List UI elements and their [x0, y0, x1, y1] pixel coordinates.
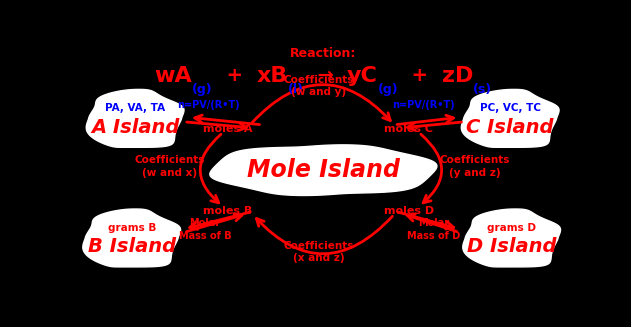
Text: yC: yC — [347, 66, 378, 86]
Text: Molar
Mass of B: Molar Mass of B — [179, 218, 232, 241]
Text: moles A: moles A — [203, 124, 253, 134]
Text: moles C: moles C — [384, 124, 433, 134]
Text: →: → — [304, 66, 347, 85]
Text: grams B: grams B — [107, 223, 156, 233]
Text: xB: xB — [256, 66, 288, 86]
Text: n=PV/(R•T): n=PV/(R•T) — [177, 100, 240, 110]
Text: Mole Island: Mole Island — [247, 158, 400, 182]
Polygon shape — [463, 209, 560, 267]
Text: Coefficients
(x and z): Coefficients (x and z) — [283, 241, 354, 263]
Text: D Island: D Island — [467, 237, 557, 256]
Text: +: + — [398, 66, 442, 85]
Text: moles B: moles B — [203, 206, 252, 216]
Text: n=PV/(R•T): n=PV/(R•T) — [392, 100, 455, 110]
Text: Coefficients
(w and y): Coefficients (w and y) — [283, 75, 354, 97]
Text: moles D: moles D — [384, 206, 434, 216]
Polygon shape — [210, 145, 437, 196]
Text: +: + — [213, 66, 256, 85]
Text: grams D: grams D — [487, 223, 536, 233]
Polygon shape — [83, 209, 180, 267]
Text: Molar
Mass of D: Molar Mass of D — [407, 218, 460, 241]
Polygon shape — [86, 89, 184, 147]
Text: PC, VC, TC: PC, VC, TC — [480, 103, 541, 113]
Text: C Island: C Island — [466, 118, 554, 137]
Text: A Island: A Island — [91, 118, 179, 137]
Text: B Island: B Island — [88, 237, 176, 256]
Text: Coefficients
(y and z): Coefficients (y and z) — [440, 155, 510, 178]
Text: (s): (s) — [473, 83, 492, 96]
Text: (g): (g) — [192, 83, 213, 96]
Text: (g): (g) — [378, 83, 398, 96]
Text: zD: zD — [442, 66, 473, 86]
Text: Coefficients
(w and x): Coefficients (w and x) — [134, 155, 204, 178]
Text: Reaction:: Reaction: — [290, 47, 357, 60]
Text: (l): (l) — [288, 83, 304, 96]
Text: PA, VA, TA: PA, VA, TA — [105, 103, 165, 113]
Text: wA: wA — [155, 66, 192, 86]
Polygon shape — [461, 89, 559, 147]
